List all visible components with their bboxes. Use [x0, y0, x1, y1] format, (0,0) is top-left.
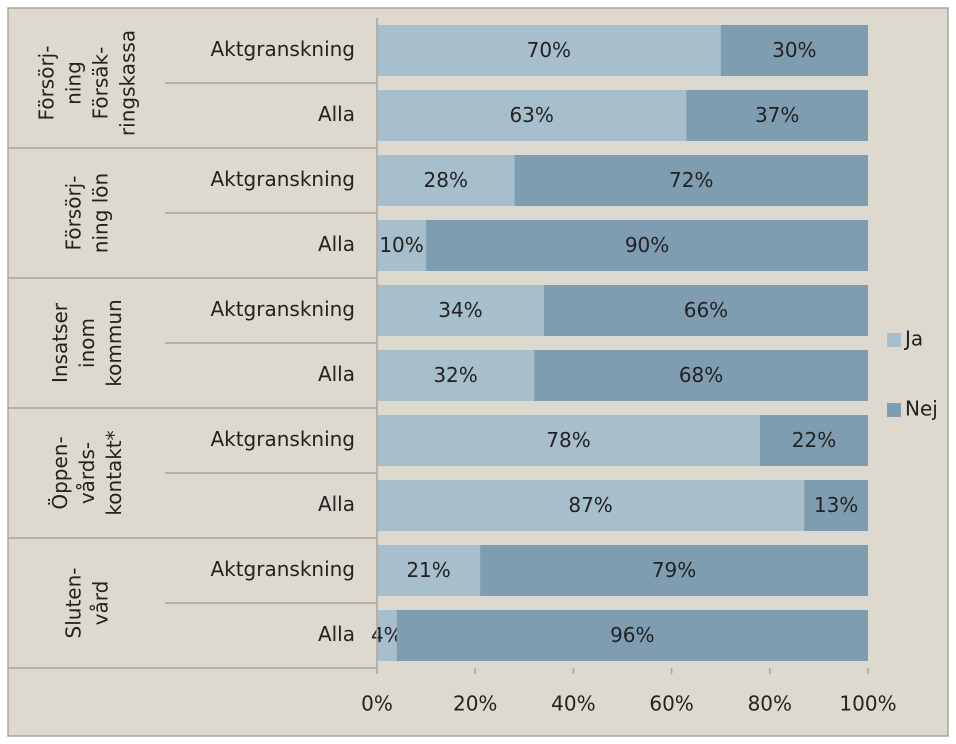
value-label: 37%	[755, 103, 799, 127]
value-label: 66%	[684, 298, 728, 322]
bar-segment	[480, 545, 868, 596]
x-tick-label: 80%	[748, 692, 792, 716]
category-label: Alla	[318, 232, 355, 256]
group-label: Öppen-vårds-kontakt*	[48, 430, 126, 515]
group-label-line: kommun	[102, 299, 126, 386]
group-label-line: Försörj-	[34, 46, 58, 121]
value-label: 10%	[379, 233, 423, 257]
group-label-line: Försörj-	[61, 176, 85, 251]
group-label-line: vårds-	[75, 442, 99, 504]
value-label: 13%	[814, 493, 858, 517]
bar-segment	[514, 155, 868, 206]
bar-segment	[377, 415, 760, 466]
category-label: Aktgranskning	[210, 427, 355, 451]
value-label: 28%	[424, 168, 468, 192]
group-label-line: ning	[61, 61, 85, 105]
group-label: Insatser inom kommun	[48, 299, 126, 386]
category-label: Alla	[318, 622, 355, 646]
bar-segment	[377, 285, 544, 336]
legend-label: Ja	[903, 327, 923, 351]
bar-segment	[686, 90, 868, 141]
legend-label: Nej	[905, 397, 938, 421]
value-label: 22%	[792, 428, 836, 452]
value-label: 87%	[568, 493, 612, 517]
value-label: 90%	[625, 233, 669, 257]
value-label: 30%	[772, 38, 816, 62]
bar-segment	[377, 90, 687, 141]
x-tick-label: 60%	[649, 692, 693, 716]
group-label-line: Öppen-	[48, 436, 72, 509]
value-label: 34%	[438, 298, 482, 322]
bar-segment	[759, 415, 868, 466]
category-label: Aktgranskning	[210, 557, 355, 581]
x-tick-label: 20%	[453, 692, 497, 716]
value-label: 68%	[679, 363, 723, 387]
group-label-line: Insatser	[48, 302, 72, 383]
bar-segment	[377, 25, 721, 76]
group-label-line: Försäk-	[88, 47, 112, 120]
group-label: Sluten-vård	[61, 568, 112, 639]
category-label: Aktgranskning	[210, 167, 355, 191]
bar-segment	[534, 350, 868, 401]
x-tick-label: 40%	[551, 692, 595, 716]
group-label-line: vård	[88, 581, 112, 626]
bar-segment	[377, 220, 427, 271]
bar-segment	[543, 285, 868, 336]
bar-segment	[377, 545, 481, 596]
category-label: Alla	[318, 102, 355, 126]
category-label: Alla	[318, 492, 355, 516]
group-label: Försörj-ning lön	[61, 173, 112, 253]
group-label-line: Sluten-	[61, 568, 85, 639]
bar-segment	[720, 25, 868, 76]
bar-segment	[377, 610, 397, 661]
value-label: 21%	[406, 558, 450, 582]
group-label: Försörj-ning Försäk-ringskassa	[34, 30, 139, 136]
value-label: 32%	[433, 363, 477, 387]
legend-swatch	[887, 333, 901, 347]
bar-segment	[804, 480, 868, 531]
category-label: Aktgranskning	[210, 297, 355, 321]
bar-segment	[396, 610, 868, 661]
value-label: 79%	[652, 558, 696, 582]
bar-segment	[377, 350, 535, 401]
bar-segment	[426, 220, 868, 271]
x-tick-label: 100%	[839, 692, 896, 716]
category-label: Aktgranskning	[210, 37, 355, 61]
group-label-line: inom	[75, 318, 99, 368]
value-label: 78%	[546, 428, 590, 452]
group-label-line: ning lön	[88, 173, 112, 253]
group-label-line: kontakt*	[102, 430, 126, 515]
group-label-line: ringskassa	[115, 30, 139, 136]
bar-segment	[377, 480, 805, 531]
value-label: 70%	[527, 38, 571, 62]
bar-segment	[377, 155, 515, 206]
legend-swatch	[887, 403, 901, 417]
value-label: 72%	[669, 168, 713, 192]
value-label: 63%	[509, 103, 553, 127]
category-label: Alla	[318, 362, 355, 386]
x-tick-label: 0%	[361, 692, 393, 716]
value-label: 96%	[610, 623, 654, 647]
